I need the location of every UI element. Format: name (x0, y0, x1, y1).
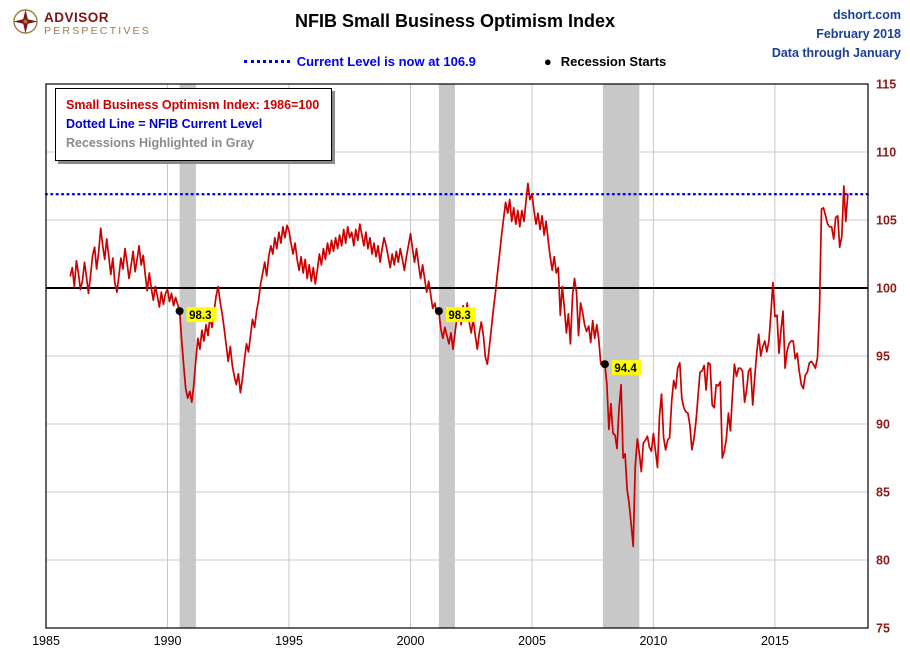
recession-start-legend: ● Recession Starts (544, 54, 666, 69)
attribution-data-note: Data through January (771, 45, 901, 60)
logo-perspectives-text: PERSPECTIVES (44, 24, 151, 37)
recession-dot-sample: ● (543, 54, 552, 69)
advisor-perspectives-logo: ADVISOR PERSPECTIVES (12, 8, 151, 40)
y-axis-label: 90 (876, 418, 890, 432)
logo-advisor-text: ADVISOR (44, 10, 110, 26)
attribution-site: dshort.com (832, 8, 901, 22)
y-axis-label: 110 (876, 146, 896, 160)
x-axis-label: 2005 (518, 634, 546, 648)
marker-label: 98.3 (189, 310, 211, 322)
current-level-legend: Current Level is now at 106.9 (243, 54, 476, 69)
x-axis-label: 2000 (397, 634, 425, 648)
dotted-line-sample (243, 60, 290, 63)
plot-border (45, 83, 869, 629)
legend-box: Small Business Optimism Index: 1986=100 … (55, 88, 333, 162)
recession-start-dot (175, 307, 184, 316)
marker-label: 98.3 (448, 310, 470, 322)
recession-start-dot (600, 360, 609, 369)
y-axis-label: 95 (876, 350, 890, 364)
y-axis-label: 100 (876, 282, 897, 296)
y-axis-label: 85 (876, 486, 890, 500)
current-level-label: Current Level is now at 106.9 (296, 54, 476, 69)
attribution-block: dshort.com February 2018 Data through Ja… (772, 6, 901, 62)
legend-line-recessions: Recessions Highlighted in Gray (66, 135, 255, 150)
compass-icon (12, 8, 39, 40)
x-axis-label: 1985 (32, 634, 60, 648)
x-axis-label: 1990 (154, 634, 182, 648)
subtitle-legend-row: Current Level is now at 106.9 ● Recessio… (0, 54, 910, 69)
legend-line-dotted: Dotted Line = NFIB Current Level (66, 116, 263, 131)
x-axis-label: 1995 (275, 634, 303, 648)
recession-start-dot (434, 307, 443, 316)
marker-label-bg (445, 307, 476, 323)
y-axis-label: 80 (876, 554, 890, 568)
x-axis-label: 2010 (639, 634, 667, 648)
page-title: NFIB Small Business Optimism Index (294, 11, 616, 31)
marker-label-bg (186, 307, 217, 323)
y-axis-label: 105 (876, 214, 897, 228)
recession-starts-label: Recession Starts (560, 54, 667, 69)
marker-label-bg (611, 360, 642, 376)
legend-line-index: Small Business Optimism Index: 1986=100 (66, 98, 320, 112)
y-axis-label: 115 (876, 78, 896, 92)
y-axis-label: 75 (876, 622, 890, 636)
marker-label: 94.4 (614, 363, 637, 375)
x-axis-label: 2015 (761, 634, 789, 648)
attribution-date: February 2018 (816, 26, 901, 41)
